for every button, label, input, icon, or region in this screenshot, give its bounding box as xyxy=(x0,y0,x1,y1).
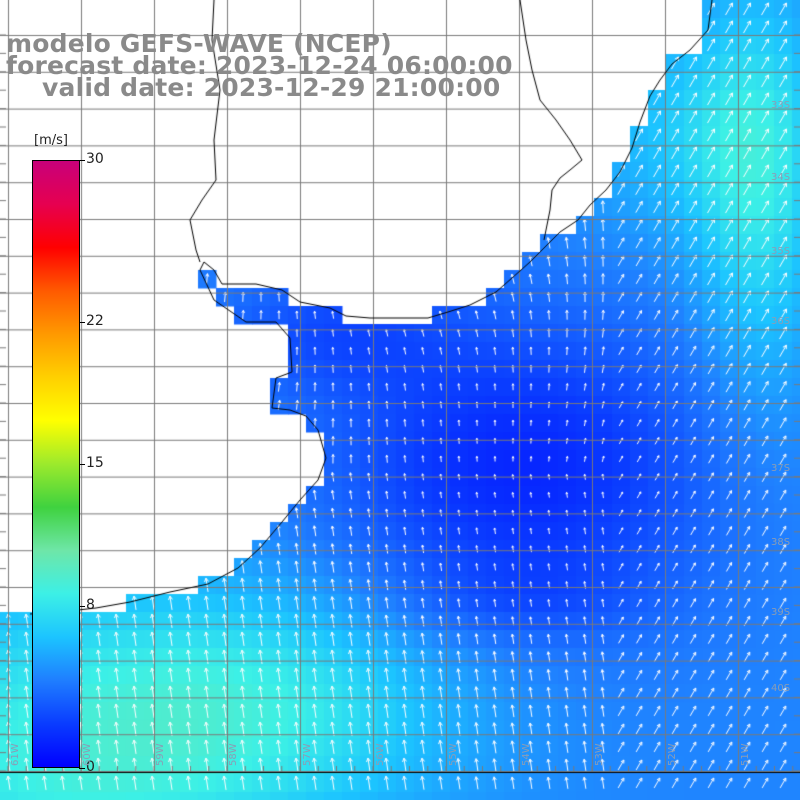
forecast-date: forecast date: 2023-12-24 06:00:00 xyxy=(6,51,513,80)
lon-label: 52W xyxy=(667,743,678,766)
lon-label: 60W xyxy=(82,743,93,766)
lon-label: 58W xyxy=(228,743,239,766)
lat-label: 38S xyxy=(771,537,791,548)
lon-label: 51W xyxy=(740,743,751,766)
lat-label: 35S xyxy=(771,246,791,257)
lon-label: 59W xyxy=(155,743,166,766)
lat-label: 34S xyxy=(771,172,791,183)
colorbar xyxy=(32,160,80,768)
lon-label: 56W xyxy=(375,743,386,766)
colorbar-tick-mark xyxy=(79,768,85,769)
lat-label: 37S xyxy=(771,463,791,474)
lon-label: 57W xyxy=(302,743,313,766)
lon-label: 55W xyxy=(448,743,459,766)
lon-label: 53W xyxy=(594,743,605,766)
colorbar-tick-mark xyxy=(79,160,85,161)
lat-label: 39S xyxy=(771,607,791,618)
valid-date: valid date: 2023-12-29 21:00:00 xyxy=(42,73,501,102)
colorbar-tick-label: 8 xyxy=(86,596,95,613)
colorbar-tick-label: 22 xyxy=(86,313,104,330)
colorbar-tick-mark xyxy=(79,605,85,607)
lat-label: 33S xyxy=(771,100,791,111)
colorbar-tick-mark xyxy=(79,322,85,324)
colorbar-unit: [m/s] xyxy=(34,133,68,148)
lon-label: 61W xyxy=(10,743,21,766)
colorbar-tick-label: 15 xyxy=(86,455,104,471)
lon-label: 54W xyxy=(521,743,532,766)
lat-label: 40S xyxy=(771,683,791,694)
lat-label: 36S xyxy=(771,316,791,327)
colorbar-tick-mark xyxy=(79,464,85,465)
colorbar-tick-label: 0 xyxy=(86,759,95,775)
colorbar-tick-label: 30 xyxy=(86,151,104,167)
model-title: modelo GEFS-WAVE (NCEP) xyxy=(6,29,392,58)
